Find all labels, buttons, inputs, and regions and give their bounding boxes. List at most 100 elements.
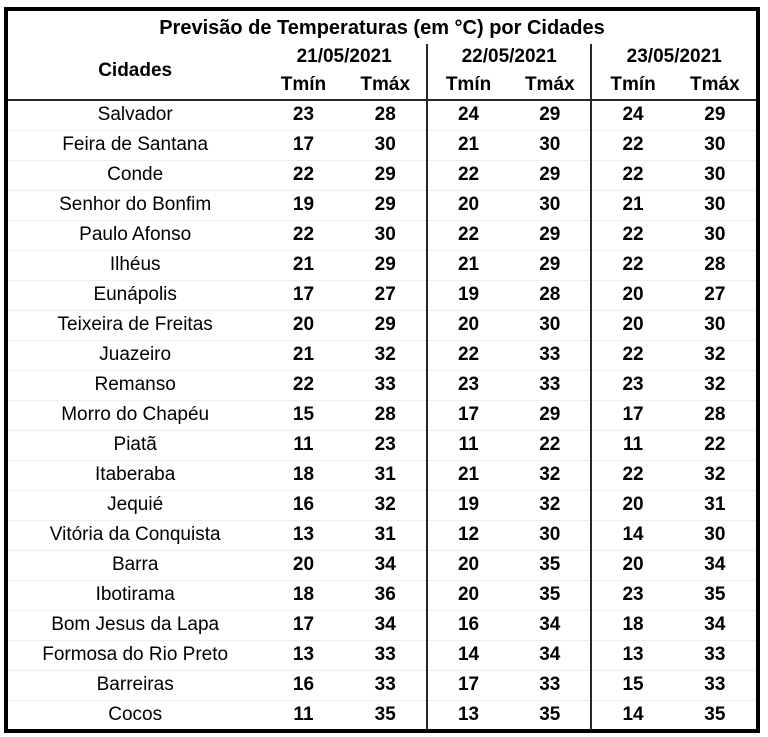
table-row: Juazeiro 21 32 22 33 22 32 (8, 340, 756, 371)
cities-column-header: Cidades (8, 44, 263, 101)
temp-cell: 20 (590, 490, 674, 521)
temp-cell: 20 (262, 550, 345, 581)
temp-cell: 21 (425, 460, 510, 491)
table-row: Eunápolis 17 27 19 28 20 27 (8, 280, 756, 311)
temp-cell: 35 (374, 703, 396, 725)
temp-cell: 12 (425, 520, 510, 551)
title-row: Previsão de Temperaturas (em °C) por Cid… (8, 11, 756, 44)
city-cell: Vitória da Conquista (8, 520, 263, 551)
city-cell: Ibotirama (8, 580, 263, 611)
temp-cell: 17 (262, 610, 345, 641)
temp-cell: 14 (590, 520, 674, 551)
temp-cell: 13 (590, 640, 674, 671)
temp-cell: 33 (344, 370, 427, 401)
tmax-header-1: Tmáx (344, 71, 427, 101)
temp-cell: 34 (673, 550, 756, 581)
tmax-header-3: Tmáx (673, 71, 756, 101)
temp-cell: 29 (509, 220, 592, 251)
temp-cell: 30 (509, 520, 592, 551)
temp-cell: 30 (673, 160, 756, 191)
tmin-tmax-header-row: Tmín Tmáx Tmín Tmáx Tmín Tmáx (8, 71, 756, 101)
table-row: Salvador 23 28 24 29 24 29 (8, 100, 756, 131)
temp-cell: 33 (509, 370, 592, 401)
date-group-1: 21/05/2021 (296, 46, 392, 68)
temp-cell: 19 (262, 190, 345, 221)
temp-cell: 21 (425, 130, 510, 161)
table-row: Paulo Afonso 22 30 22 29 22 30 (8, 220, 756, 251)
city-cell: Juazeiro (8, 340, 263, 371)
temp-cell: 32 (344, 490, 427, 521)
city-cell: Conde (8, 160, 263, 191)
city-cell: Barra (8, 550, 263, 581)
temp-cell: 33 (509, 670, 592, 701)
temp-cell: 13 (262, 640, 345, 671)
temp-cell: 29 (509, 400, 592, 431)
temp-cell: 24 (590, 100, 674, 131)
temp-cell: 29 (344, 160, 427, 191)
temp-cell: 30 (673, 130, 756, 161)
city-cell: Remanso (8, 370, 263, 401)
temp-cell: 20 (262, 310, 345, 341)
temp-cell: 30 (344, 220, 427, 251)
temp-cell: 23 (590, 370, 674, 401)
table-row: Vitória da Conquista 13 31 12 30 14 30 (8, 520, 756, 551)
temp-cell: 17 (590, 400, 674, 431)
temp-cell: 35 (509, 580, 592, 611)
city-cell: Formosa do Rio Preto (8, 640, 263, 671)
temp-cell: 30 (673, 310, 756, 341)
temp-cell: 23 (344, 430, 427, 461)
temp-cell: 30 (673, 520, 756, 551)
table-row: Cocos 11 35 13 35 14 35 (8, 700, 756, 730)
temp-cell: 20 (425, 550, 510, 581)
temp-cell: 23 (262, 100, 345, 131)
temp-cell: 21 (262, 340, 345, 371)
date-header-row: Cidades 21/05/2021 22/05/2021 23/05/2021 (8, 44, 756, 101)
tmin-header-2: Tmín (425, 71, 510, 101)
temp-cell: 33 (673, 670, 756, 701)
temp-cell: 30 (509, 190, 592, 221)
temp-cell: 35 (673, 580, 756, 611)
temp-cell: 28 (344, 100, 427, 131)
city-cell: Barreiras (8, 670, 263, 701)
temp-cell: 16 (262, 670, 345, 701)
temp-cell: 17 (262, 130, 345, 161)
table-row: Ilhéus 21 29 21 29 22 28 (8, 250, 756, 281)
temp-cell: 22 (673, 430, 756, 461)
temp-cell: 22 (590, 250, 674, 281)
temp-cell: 30 (673, 220, 756, 251)
temp-cell: 13 (262, 520, 345, 551)
temp-cell: 22 (425, 340, 510, 371)
temp-cell: 20 (425, 580, 510, 611)
temp-cell: 22 (590, 160, 674, 191)
table-row: Barreiras 16 33 17 33 15 33 (8, 670, 756, 701)
temp-cell: 22 (262, 160, 345, 191)
table-row: Senhor do Bonfim 19 29 20 30 21 30 (8, 190, 756, 221)
temp-cell: 20 (590, 280, 674, 311)
table-row: Remanso 22 33 23 33 23 32 (8, 370, 756, 401)
city-cell: Senhor do Bonfim (8, 190, 263, 221)
temp-cell: 29 (344, 250, 427, 281)
temp-cell: 32 (673, 370, 756, 401)
temp-cell: 17 (425, 400, 510, 431)
temp-cell: 29 (673, 100, 756, 131)
temp-cell: 34 (344, 550, 427, 581)
table-row: Morro do Chapéu 15 28 17 29 17 28 (8, 400, 756, 431)
table-body: Salvador 23 28 24 29 24 29 Feira de Santana 17 30… (8, 100, 756, 730)
temp-cell: 27 (673, 280, 756, 311)
city-cell: Ilhéus (8, 250, 263, 281)
tmax-header-2: Tmáx (509, 71, 592, 101)
temp-cell: 30 (509, 130, 592, 161)
city-cell: Piatã (8, 430, 263, 461)
temp-cell: 31 (673, 490, 756, 521)
temp-cell: 13 (425, 700, 510, 730)
temp-cell: 31 (344, 460, 427, 491)
city-cell: Feira de Santana (8, 130, 263, 161)
table-row: Bom Jesus da Lapa 17 34 16 34 18 34 (8, 610, 756, 641)
temp-cell: 21 (262, 250, 345, 281)
temp-cell: 11 (293, 703, 314, 725)
table-row: Piatã 11 23 11 22 11 22 (8, 430, 756, 461)
temp-cell: 11 (425, 430, 510, 461)
temp-cell: 11 (262, 430, 345, 461)
temp-cell: 16 (425, 610, 510, 641)
temp-cell: 15 (262, 400, 345, 431)
